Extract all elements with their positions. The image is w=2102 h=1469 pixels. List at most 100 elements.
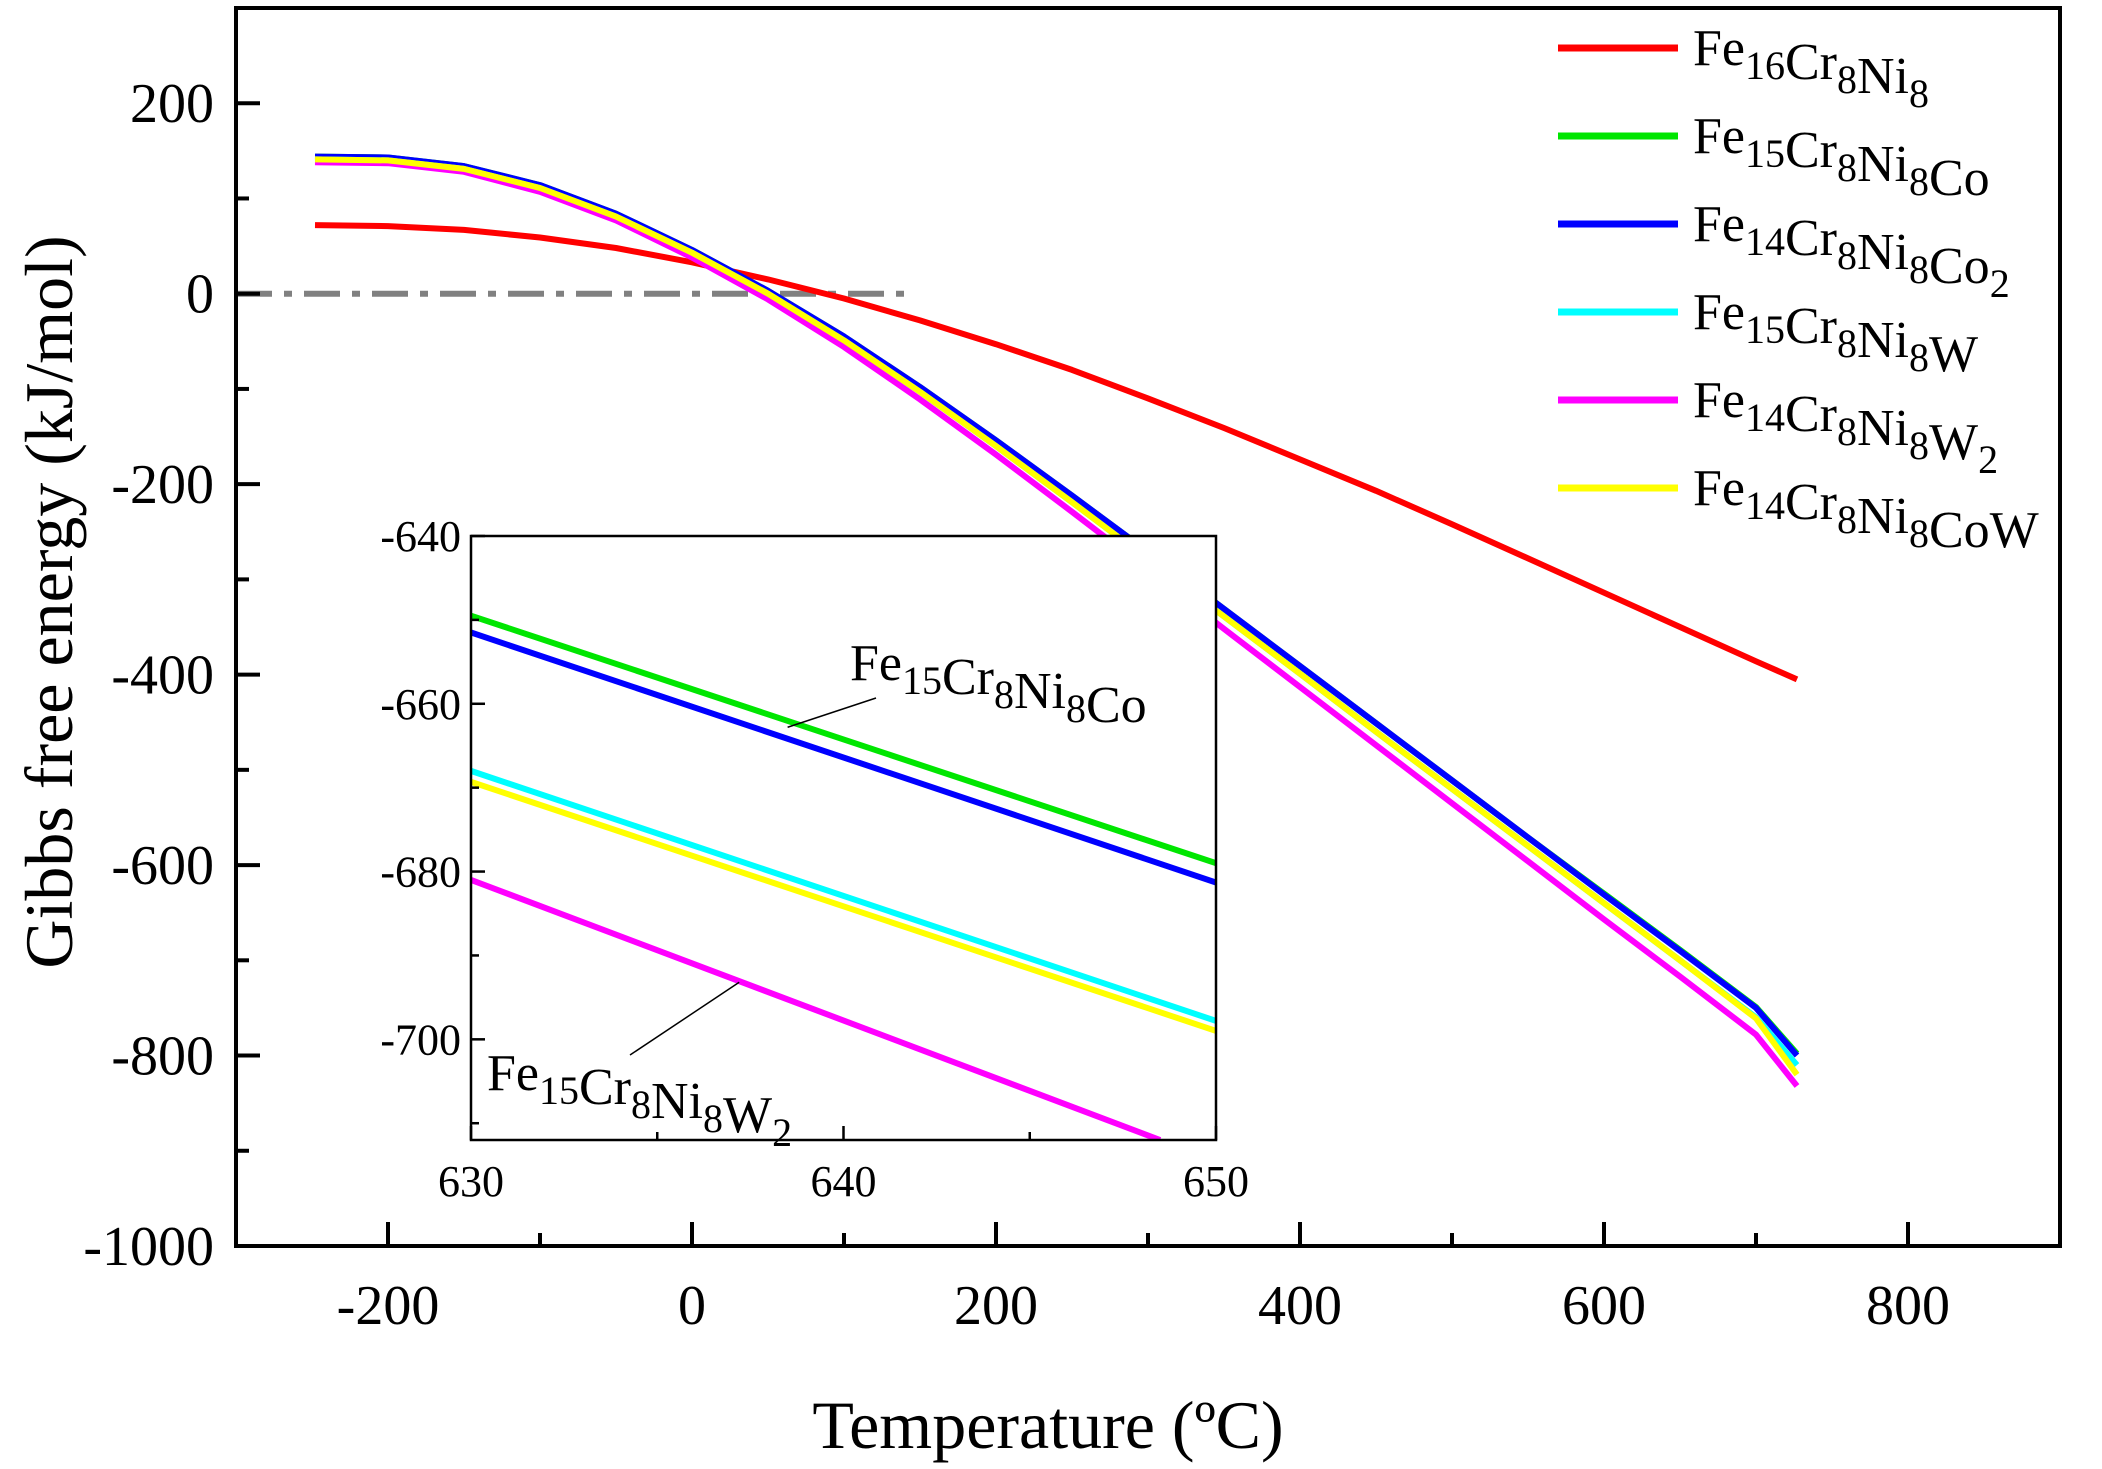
annotation-label-a2-symbol: Ni (651, 1073, 703, 1130)
legend-label-s6-symbol: Fe (1693, 460, 1745, 517)
legend-label-s5-subscript: 8 (1837, 409, 1857, 454)
legend-label-s5-symbol: Ni (1857, 400, 1909, 457)
x-tick-label: 600 (1562, 1275, 1646, 1337)
legend-label-s4: Fe15Cr8Ni8W (1693, 284, 1978, 383)
annotation-label-a1-subscript: 15 (902, 658, 942, 703)
x-tick-label: 800 (1866, 1275, 1950, 1337)
legend-label-s5-subscript: 2 (1978, 437, 1998, 482)
legend-label-s4-subscript: 15 (1745, 307, 1785, 352)
inset-zoom-plot: 630 640 650-640-660-680-700Fe15Cr8Ni8CoFe1… (380, 512, 1249, 1206)
x-tick-label: -200 (337, 1275, 440, 1337)
y-tick-label: -1000 (83, 1216, 214, 1278)
legend-label-s1: Fe16Cr8Ni8 (1693, 20, 1929, 116)
inset-series-group (471, 612, 1216, 1140)
annotation-label-a2-subscript: 15 (539, 1068, 579, 1113)
legend-label-s5: Fe14Cr8Ni8W2 (1693, 372, 1998, 482)
legend-label-s6-subscript: 8 (1909, 511, 1929, 556)
y-tick-label: -200 (111, 454, 214, 516)
series-line-s6 (314, 156, 1800, 1077)
legend-label-s4-symbol: Fe (1693, 284, 1745, 341)
series-line-s1 (314, 222, 1799, 683)
inset-series-line-s5 (471, 877, 1162, 1140)
legend-label-s2-subscript: 15 (1745, 131, 1785, 176)
inset-x-tick-label: 650 (1183, 1157, 1249, 1206)
legend-label-s4-symbol: Cr (1785, 298, 1837, 355)
annotation-label-a2-symbol: Cr (579, 1059, 631, 1116)
legend-label-s3-symbol: Co (1929, 238, 1990, 295)
inset-y-tick-label: -700 (380, 1015, 461, 1064)
inset-y-tick-label: -640 (380, 512, 461, 561)
annotation-leader-a1 (787, 697, 877, 728)
x-tick-label: 200 (954, 1275, 1038, 1337)
x-axis-title: Temperature (ºC) (812, 1387, 1283, 1463)
annotation-label-a1-subscript: 8 (994, 672, 1014, 717)
legend: Fe16Cr8Ni8Fe15Cr8Ni8CoFe14Cr8Ni8Co2Fe15C… (1558, 20, 2039, 559)
legend-label-s2-symbol: Ni (1857, 136, 1909, 193)
legend-label-s3-subscript: 8 (1909, 247, 1929, 292)
annotation-label-a1-symbol: Fe (850, 635, 902, 692)
legend-label-s1-symbol: Cr (1785, 34, 1837, 91)
legend-label-s3-symbol: Ni (1857, 224, 1909, 281)
legend-label-s6-symbol: CoW (1929, 502, 2039, 559)
inset-x-tick-label: 640 (811, 1157, 877, 1206)
y-tick-label: 0 (186, 264, 214, 326)
legend-label-s6-symbol: Ni (1857, 488, 1909, 545)
legend-label-s5-symbol: Fe (1693, 372, 1745, 429)
inset-series-line-s3 (471, 629, 1216, 886)
inset-y-tick-label: -660 (380, 680, 461, 729)
legend-label-s1-symbol: Fe (1693, 20, 1745, 77)
legend-label-s6-subscript: 14 (1745, 483, 1785, 528)
legend-label-s2-symbol: Co (1929, 150, 1990, 207)
annotation-label-a1: Fe15Cr8Ni8Co (850, 635, 1147, 734)
x-tick-label: 400 (1258, 1275, 1342, 1337)
y-tick-label: -800 (111, 1026, 214, 1088)
annotation-label-a1-symbol: Ni (1014, 663, 1066, 720)
annotation-label-a2: Fe15Cr8Ni8W2 (487, 1045, 792, 1155)
annotation-label-a2-symbol: Fe (487, 1045, 539, 1102)
inset-series-line-s2 (471, 612, 1216, 867)
inset-background (471, 536, 1216, 1140)
legend-label-s4-symbol: Ni (1857, 312, 1909, 369)
x-tick-label: 0 (678, 1275, 706, 1337)
legend-label-s1-subscript: 8 (1837, 57, 1857, 102)
legend-label-s1-subscript: 16 (1745, 43, 1785, 88)
legend-label-s1-subscript: 8 (1909, 71, 1929, 116)
legend-label-s2: Fe15Cr8Ni8Co (1693, 108, 1990, 207)
legend-label-s2-symbol: Cr (1785, 122, 1837, 179)
legend-label-s4-subscript: 8 (1837, 321, 1857, 366)
legend-label-s6: Fe14Cr8Ni8CoW (1693, 460, 2039, 559)
y-tick-label: 200 (130, 73, 214, 135)
annotation-label-a2-symbol: W (723, 1087, 772, 1144)
legend-label-s2-subscript: 8 (1909, 159, 1929, 204)
legend-label-s6-symbol: Cr (1785, 474, 1837, 531)
series-line-s5 (314, 159, 1800, 1088)
legend-label-s3-symbol: Fe (1693, 196, 1745, 253)
y-tick-label: -400 (111, 645, 214, 707)
inset-y-tick-label: -680 (380, 848, 461, 897)
legend-label-s4-symbol: W (1929, 326, 1978, 383)
inset-series-line-s4 (471, 768, 1216, 1024)
legend-label-s3: Fe14Cr8Ni8Co2 (1693, 196, 2010, 306)
annotation-leader-a2 (629, 981, 740, 1056)
legend-label-s5-subscript: 8 (1909, 423, 1929, 468)
main-plot-area: -200 0 200 400 600 800 200 0 -200 -400 -600 -800 -10… (11, 6, 2062, 1463)
legend-label-s5-symbol: W (1929, 414, 1978, 471)
legend-label-s3-subscript: 8 (1837, 233, 1857, 278)
legend-label-s6-subscript: 8 (1837, 497, 1857, 542)
annotation-label-a2-subscript: 8 (703, 1096, 723, 1141)
inset-x-tick-label: 630 (438, 1157, 504, 1206)
annotation-label-a2-subscript: 2 (772, 1110, 792, 1155)
legend-label-s4-subscript: 8 (1909, 335, 1929, 380)
inset-series-line-s6 (471, 778, 1216, 1034)
annotation-label-a1-symbol: Cr (942, 649, 994, 706)
annotation-label-a2-subscript: 8 (631, 1082, 651, 1127)
legend-label-s1-symbol: Ni (1857, 48, 1909, 105)
legend-label-s2-subscript: 8 (1837, 145, 1857, 190)
annotation-label-a1-subscript: 8 (1066, 686, 1086, 731)
legend-label-s3-subscript: 14 (1745, 219, 1785, 264)
annotation-label-a1-symbol: Co (1086, 677, 1147, 734)
legend-label-s2-symbol: Fe (1693, 108, 1745, 165)
legend-label-s3-symbol: Cr (1785, 210, 1837, 267)
legend-label-s5-symbol: Cr (1785, 386, 1837, 443)
